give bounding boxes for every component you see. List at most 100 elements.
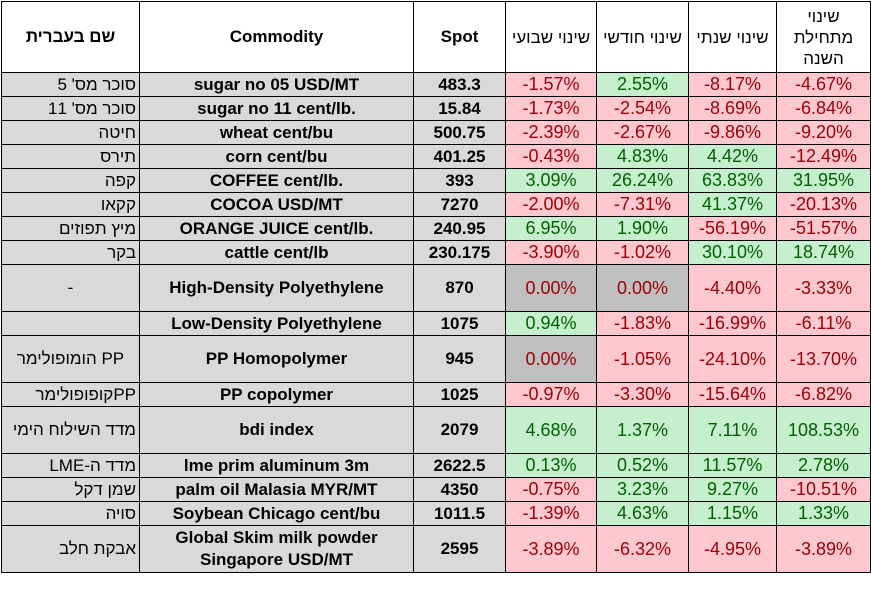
table-row: מיץ תפוזים ORANGE JUICE cent/lb. 240.95 … xyxy=(1,216,871,241)
spot-cell: 2079 xyxy=(413,406,506,454)
hebrew-name-cell: שמן דקל xyxy=(1,477,140,502)
commodity-cell: sugar no 11 cent/lb. xyxy=(139,96,414,121)
commodity-cell: Low-Density Polyethylene xyxy=(139,311,414,336)
spot-cell: 483.3 xyxy=(413,72,506,97)
ytd-change-cell: -51.57% xyxy=(776,216,871,241)
ytd-change-cell: 2.78% xyxy=(776,453,871,478)
ytd-change-cell: -6.82% xyxy=(776,382,871,407)
ytd-change-cell: -10.51% xyxy=(776,477,871,502)
ytd-change-cell: 18.74% xyxy=(776,240,871,265)
yearly-change-cell: 11.57% xyxy=(688,453,777,478)
spot-cell: 240.95 xyxy=(413,216,506,241)
header-spot: Spot xyxy=(413,1,506,73)
commodity-cell: palm oil Malasia MYR/MT xyxy=(139,477,414,502)
ytd-change-cell: -4.67% xyxy=(776,72,871,97)
hebrew-name-cell: סוכר מס' 11 xyxy=(1,96,140,121)
commodity-cell: PP copolymer xyxy=(139,382,414,407)
header-ytd-change: שינוי מתחילת השנה xyxy=(776,1,871,73)
table-body: סוכר מס' 5 sugar no 05 USD/MT 483.3 -1.5… xyxy=(1,72,871,573)
table-row: סוכר מס' 5 sugar no 05 USD/MT 483.3 -1.5… xyxy=(1,72,871,97)
monthly-change-cell: 26.24% xyxy=(596,168,689,193)
weekly-change-cell: 0.13% xyxy=(505,453,597,478)
header-hebrew-name: שם בעברית xyxy=(1,1,140,73)
monthly-change-cell: 2.55% xyxy=(596,72,689,97)
spot-cell: 230.175 xyxy=(413,240,506,265)
ytd-change-cell: -9.20% xyxy=(776,120,871,145)
header-yearly-change: שינוי שנתי xyxy=(688,1,777,73)
commodity-cell: cattle cent/lb xyxy=(139,240,414,265)
spot-cell: 1025 xyxy=(413,382,506,407)
yearly-change-cell: -9.86% xyxy=(688,120,777,145)
weekly-change-cell: 6.95% xyxy=(505,216,597,241)
yearly-change-cell: 1.15% xyxy=(688,501,777,526)
spot-cell: 945 xyxy=(413,335,506,383)
monthly-change-cell: 1.90% xyxy=(596,216,689,241)
table-row: מדד השילוח הימי bdi index 2079 4.68% 1.3… xyxy=(1,406,871,454)
weekly-change-cell: 0.00% xyxy=(505,335,597,383)
weekly-change-cell: -1.57% xyxy=(505,72,597,97)
commodity-cell: wheat cent/bu xyxy=(139,120,414,145)
table-row: חיטה wheat cent/bu 500.75 -2.39% -2.67% … xyxy=(1,120,871,145)
monthly-change-cell: -2.67% xyxy=(596,120,689,145)
monthly-change-cell: -3.30% xyxy=(596,382,689,407)
monthly-change-cell: 4.83% xyxy=(596,144,689,169)
yearly-change-cell: 7.11% xyxy=(688,406,777,454)
spot-cell: 4350 xyxy=(413,477,506,502)
yearly-change-cell: -15.64% xyxy=(688,382,777,407)
spot-cell: 1011.5 xyxy=(413,501,506,526)
commodity-table: שם בעברית Commodity Spot שינוי שבועי שינ… xyxy=(1,1,871,573)
spot-cell: 1075 xyxy=(413,311,506,336)
weekly-change-cell: -0.43% xyxy=(505,144,597,169)
spot-cell: 393 xyxy=(413,168,506,193)
header-commodity: Commodity xyxy=(139,1,414,73)
spot-cell: 2622.5 xyxy=(413,453,506,478)
ytd-change-cell: -6.11% xyxy=(776,311,871,336)
yearly-change-cell: -8.17% xyxy=(688,72,777,97)
yearly-change-cell: 9.27% xyxy=(688,477,777,502)
weekly-change-cell: -1.39% xyxy=(505,501,597,526)
ytd-change-cell: -3.33% xyxy=(776,264,871,312)
hebrew-name-cell: מדד ה-LME xyxy=(1,453,140,478)
commodity-cell: Global Skim milk powder Singapore USD/MT xyxy=(139,525,414,573)
header-weekly-change: שינוי שבועי xyxy=(505,1,597,73)
spot-cell: 870 xyxy=(413,264,506,312)
commodity-cell: COFFEE cent/lb. xyxy=(139,168,414,193)
weekly-change-cell: -3.89% xyxy=(505,525,597,573)
monthly-change-cell: -1.05% xyxy=(596,335,689,383)
commodity-cell: COCOA USD/MT xyxy=(139,192,414,217)
spot-cell: 500.75 xyxy=(413,120,506,145)
commodity-cell: PP Homopolymer xyxy=(139,335,414,383)
table-row: מדד ה-LME lme prim aluminum 3m 2622.5 0.… xyxy=(1,453,871,478)
hebrew-name-cell: חיטה xyxy=(1,120,140,145)
yearly-change-cell: -4.40% xyxy=(688,264,777,312)
table-row: Low-Density Polyethylene 1075 0.94% -1.8… xyxy=(1,311,871,336)
commodity-cell: ORANGE JUICE cent/lb. xyxy=(139,216,414,241)
yearly-change-cell: 41.37% xyxy=(688,192,777,217)
table-row: - High-Density Polyethylene 870 0.00% 0.… xyxy=(1,264,871,312)
monthly-change-cell: -6.32% xyxy=(596,525,689,573)
ytd-change-cell: -12.49% xyxy=(776,144,871,169)
weekly-change-cell: -3.90% xyxy=(505,240,597,265)
monthly-change-cell: 1.37% xyxy=(596,406,689,454)
weekly-change-cell: -0.97% xyxy=(505,382,597,407)
weekly-change-cell: 3.09% xyxy=(505,168,597,193)
commodity-cell: Soybean Chicago cent/bu xyxy=(139,501,414,526)
hebrew-name-cell: סוכר מס' 5 xyxy=(1,72,140,97)
hebrew-name-cell: בקר xyxy=(1,240,140,265)
ytd-change-cell: -13.70% xyxy=(776,335,871,383)
hebrew-name-cell: קפה xyxy=(1,168,140,193)
header-monthly-change: שינוי חודשי xyxy=(596,1,689,73)
commodity-cell: bdi index xyxy=(139,406,414,454)
ytd-change-cell: -3.89% xyxy=(776,525,871,573)
weekly-change-cell: -0.75% xyxy=(505,477,597,502)
table-row: בקר cattle cent/lb 230.175 -3.90% -1.02%… xyxy=(1,240,871,265)
table-row: קפה COFFEE cent/lb. 393 3.09% 26.24% 63.… xyxy=(1,168,871,193)
hebrew-name-cell xyxy=(1,311,140,336)
table-row: קקאו COCOA USD/MT 7270 -2.00% -7.31% 41.… xyxy=(1,192,871,217)
hebrew-name-cell: מדד השילוח הימי xyxy=(1,406,140,454)
table-row: סוכר מס' 11 sugar no 11 cent/lb. 15.84 -… xyxy=(1,96,871,121)
yearly-change-cell: -24.10% xyxy=(688,335,777,383)
yearly-change-cell: -56.19% xyxy=(688,216,777,241)
table-row: שמן דקל palm oil Malasia MYR/MT 4350 -0.… xyxy=(1,477,871,502)
weekly-change-cell: 4.68% xyxy=(505,406,597,454)
